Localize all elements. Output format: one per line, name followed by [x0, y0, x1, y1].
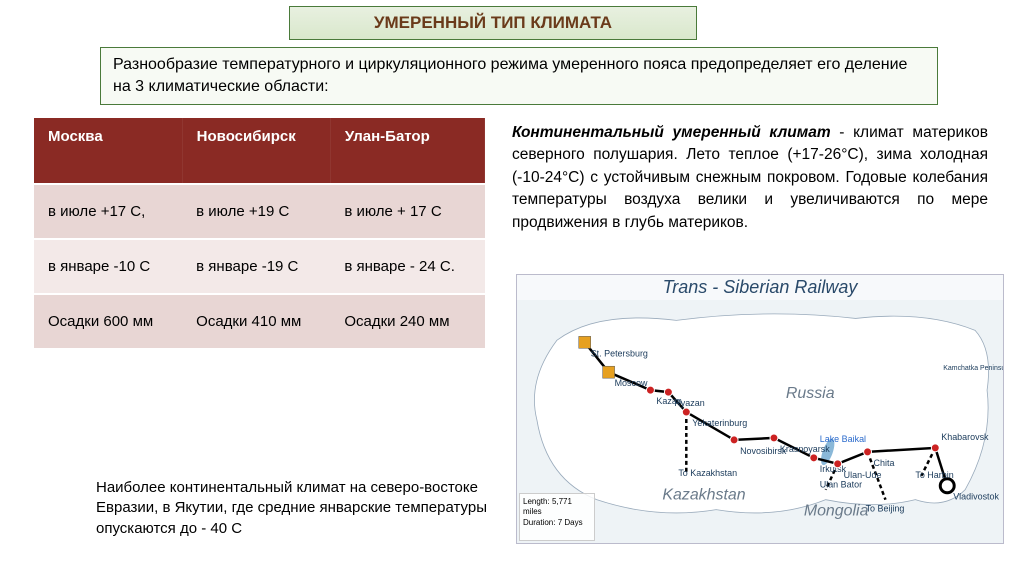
- map-legend: Length: 5,771 miles Duration: 7 Days: [519, 493, 595, 541]
- table-cell: Осадки 600 мм: [34, 294, 182, 348]
- city-label: Ulan-Ude: [844, 470, 882, 480]
- table-cell: Осадки 240 мм: [330, 294, 484, 348]
- city-label: Chita: [874, 458, 895, 468]
- map-extra-label: To Harbin: [915, 470, 953, 480]
- city-marker: [834, 460, 842, 468]
- map-extra-label: To Kazakhstan: [678, 468, 737, 478]
- table-row: в январе -10 С в январе -19 С в январе -…: [34, 239, 485, 294]
- description-text: Континентальный умеренный климат - клима…: [512, 122, 988, 234]
- city-label: Vladivostok: [953, 492, 999, 502]
- bottom-note: Наиболее континентальный климат на север…: [96, 478, 500, 539]
- city-marker: [603, 366, 615, 378]
- map-extra-label: To Beijing: [866, 504, 905, 514]
- city-label: Moscow: [615, 378, 648, 388]
- city-marker: [646, 386, 654, 394]
- map-title: Trans - Siberian Railway: [517, 275, 1003, 300]
- city-marker: [931, 444, 939, 452]
- col-header: Новосибирск: [182, 118, 330, 184]
- table-cell: в январе -10 С: [34, 239, 182, 294]
- city-label: Krasnoyarsk: [780, 444, 830, 454]
- country-label: Kazakhstan: [662, 487, 745, 504]
- table-cell: в январе -19 С: [182, 239, 330, 294]
- col-header: Улан-Батор: [330, 118, 484, 184]
- map-extra-label: Ulan Bator: [820, 480, 862, 490]
- city-marker: [682, 408, 690, 416]
- map-container: Trans - Siberian Railway Russia Kazakhst…: [516, 274, 1004, 544]
- city-marker: [664, 388, 672, 396]
- city-marker: [730, 436, 738, 444]
- city-marker: [810, 454, 818, 462]
- table-cell: в июле +19 С: [182, 184, 330, 239]
- russia-outline: [534, 314, 988, 513]
- page-title: УМЕРЕННЫЙ ТИП КЛИМАТА: [289, 6, 697, 40]
- map-extra-label: Kamchatka Peninsula: [943, 365, 1003, 372]
- table-row: Осадки 600 мм Осадки 410 мм Осадки 240 м…: [34, 294, 485, 348]
- map-extra-label: Lake Baikal: [820, 434, 866, 444]
- city-label: Yekaterinburg: [692, 418, 747, 428]
- city-label: Ryazan: [674, 398, 704, 408]
- intro-text: Разнообразие температурного и циркуляцио…: [100, 47, 938, 105]
- country-label: Mongolia: [804, 503, 869, 520]
- description-bold: Континентальный умеренный климат: [512, 124, 831, 141]
- city-marker: [864, 448, 872, 456]
- climate-table: Москва Новосибирск Улан-Батор в июле +17…: [34, 118, 485, 348]
- table-cell: в июле + 17 С: [330, 184, 484, 239]
- city-marker: [579, 336, 591, 348]
- table-cell: в январе - 24 С.: [330, 239, 484, 294]
- table-cell: Осадки 410 мм: [182, 294, 330, 348]
- city-label: Khabarovsk: [941, 432, 989, 442]
- table-header-row: Москва Новосибирск Улан-Батор: [34, 118, 485, 184]
- city-label: Irkutsk: [820, 464, 847, 474]
- col-header: Москва: [34, 118, 182, 184]
- city-marker: [770, 434, 778, 442]
- city-marker: [940, 479, 954, 493]
- country-label: Russia: [786, 385, 835, 402]
- table-row: в июле +17 С, в июле +19 С в июле + 17 С: [34, 184, 485, 239]
- city-label: St. Petersburg: [591, 348, 648, 358]
- table-cell: в июле +17 С,: [34, 184, 182, 239]
